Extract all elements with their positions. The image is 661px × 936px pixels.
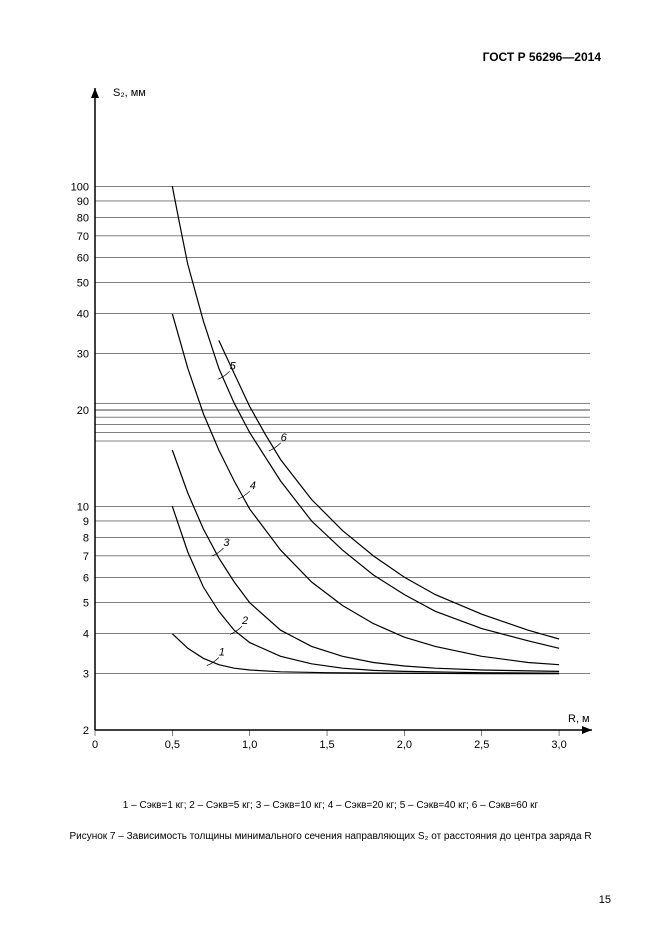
svg-text:2: 2 [83, 725, 89, 737]
svg-text:2: 2 [241, 615, 248, 627]
svg-text:3: 3 [83, 669, 89, 681]
svg-text:0,5: 0,5 [165, 739, 180, 751]
legend-text: 1 – Cэкв=1 кг; 2 – Cэкв=5 кг; 3 – Cэкв=1… [123, 800, 538, 811]
standard-code: ГОСТ Р 56296—2014 [483, 50, 601, 64]
svg-text:1: 1 [219, 646, 225, 658]
svg-text:90: 90 [77, 196, 89, 208]
svg-text:R, м: R, м [568, 713, 590, 725]
page: ГОСТ Р 56296—2014 2345678910203040506070… [0, 0, 661, 936]
svg-text:S₂, мм: S₂, мм [113, 87, 146, 99]
caption-text: Рисунок 7 – Зависимость толщины минималь… [69, 831, 591, 842]
curve-legend: 1 – Cэкв=1 кг; 2 – Cэкв=5 кг; 3 – Cэкв=1… [0, 800, 661, 811]
svg-text:7: 7 [83, 551, 89, 563]
svg-text:20: 20 [77, 405, 89, 417]
svg-text:100: 100 [71, 181, 89, 193]
svg-text:1,5: 1,5 [319, 739, 334, 751]
svg-text:8: 8 [83, 532, 89, 544]
chart-container: 2 3 4 5 6 7 8 9 10 20 30 40 50 60 70 80 90 100 0 0,5 1,0 1,5 2… [40, 80, 600, 760]
standard-header: ГОСТ Р 56296—2014 [483, 50, 601, 64]
page-number-value: 15 [599, 894, 611, 906]
svg-text:1,0: 1,0 [242, 739, 257, 751]
log-linear-chart: 2 3 4 5 6 7 8 9 10 20 30 40 50 60 70 80 90 100 0 0,5 1,0 1,5 2… [40, 80, 600, 760]
svg-text:2,5: 2,5 [474, 739, 489, 751]
svg-text:50: 50 [77, 278, 89, 290]
svg-text:5: 5 [83, 598, 89, 610]
svg-text:4: 4 [250, 480, 256, 492]
svg-text:4: 4 [83, 629, 89, 641]
svg-text:6: 6 [83, 572, 89, 584]
svg-text:30: 30 [77, 349, 89, 361]
page-number: 15 [599, 894, 611, 906]
svg-text:40: 40 [77, 309, 89, 321]
svg-text:2,0: 2,0 [397, 739, 412, 751]
svg-text:60: 60 [77, 252, 89, 264]
svg-text:70: 70 [77, 231, 89, 243]
svg-text:0: 0 [92, 739, 98, 751]
svg-text:6: 6 [281, 432, 288, 444]
svg-text:3: 3 [223, 537, 230, 549]
svg-text:80: 80 [77, 212, 89, 224]
svg-text:3,0: 3,0 [551, 739, 566, 751]
figure-caption: Рисунок 7 – Зависимость толщины минималь… [40, 830, 621, 843]
svg-text:9: 9 [83, 516, 89, 528]
svg-text:10: 10 [77, 501, 89, 513]
